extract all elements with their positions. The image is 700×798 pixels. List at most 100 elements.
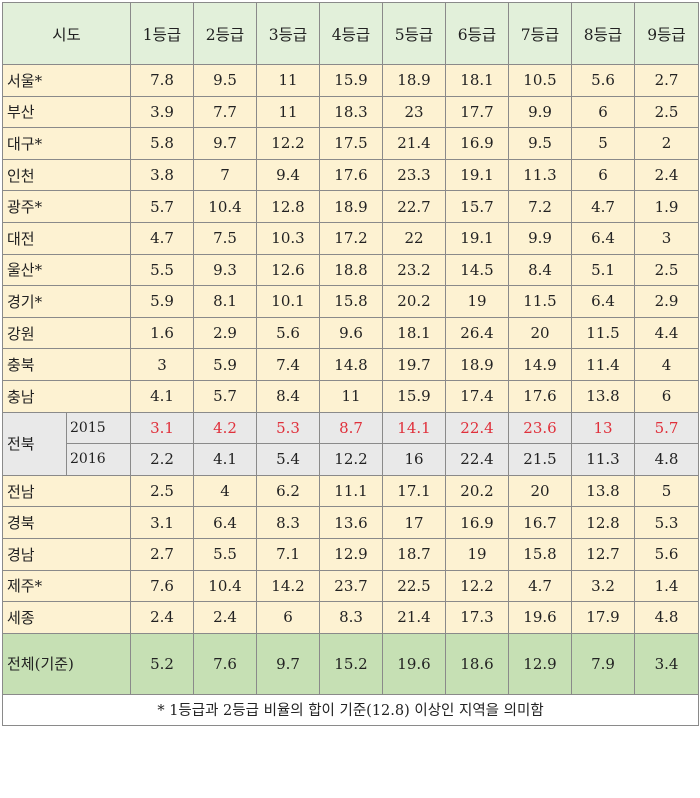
value-cell: 16 [382,443,446,476]
value-cell: 23.6 [508,411,572,445]
value-cell: 18.9 [382,64,446,97]
value-cell: 9.9 [508,221,572,255]
value-cell: 7.2 [508,190,572,223]
region-label: 경기* [2,285,131,318]
value-cell: 5.4 [256,443,320,476]
value-cell: 4.1 [193,443,257,476]
header-row: 시도 1등급 2등급 3등급 4등급 5등급 6등급 7등급 8등급 9등급 [2,2,699,65]
value-cell: 5.8 [130,127,194,160]
value-cell: 19.7 [382,348,446,381]
table-row: 2016 2.2 4.1 5.4 12.2 16 22.4 21.5 11.3 4.8 [3,443,699,476]
value-cell: 18.1 [445,64,509,97]
value-cell: 22 [382,221,446,255]
value-cell: 19 [445,537,509,571]
value-cell: 12.9 [319,537,383,571]
region-label: 경북 [2,506,131,539]
value-cell: 7.6 [130,569,194,603]
region-label: 충남 [2,379,131,413]
grade-distribution-table: 시도 1등급 2등급 3등급 4등급 5등급 6등급 7등급 8등급 9등급 서… [2,2,699,726]
value-cell: 15.9 [319,64,383,97]
value-cell: 5.5 [130,253,194,287]
value-cell: 5.2 [130,632,194,695]
value-cell: 13.8 [571,474,635,508]
region-header: 시도 [2,2,131,65]
value-cell: 14.1 [382,411,446,445]
value-cell: 3.9 [130,95,194,129]
grade-header: 7등급 [508,2,572,65]
value-cell: 26.4 [445,316,509,350]
value-cell: 17.6 [508,379,572,413]
value-cell: 2.4 [634,158,699,192]
region-label: 강원 [2,316,131,350]
region-label: 충북 [2,348,131,381]
value-cell: 5 [634,474,699,508]
table-row: 세종 2.4 2.4 6 8.3 21.4 17.3 19.6 17.9 4.8 [2,601,699,634]
value-cell: 2 [634,127,699,160]
value-cell: 14.5 [445,253,509,287]
region-label: 전북 [2,411,67,476]
grade-header: 3등급 [256,2,320,65]
value-cell: 11.3 [571,443,635,476]
value-cell: 22.7 [382,190,446,223]
value-cell: 3.1 [130,411,194,445]
value-cell: 10.4 [193,569,257,603]
value-cell: 3.2 [571,569,635,603]
value-cell: 5.9 [130,285,194,318]
table-row: 충남 4.1 5.7 8.4 11 15.9 17.4 17.6 13.8 6 [2,379,699,413]
value-cell: 1.9 [634,190,699,223]
value-cell: 4.4 [634,316,699,350]
grade-header: 8등급 [571,2,635,65]
region-label: 대전 [2,221,131,255]
value-cell: 6 [571,95,635,129]
value-cell: 7.4 [256,348,320,381]
table-row: 제주* 7.6 10.4 14.2 23.7 22.5 12.2 4.7 3.2 1.4 [2,569,699,603]
value-cell: 20 [508,474,572,508]
year-label: 2015 [66,411,131,445]
value-cell: 5.3 [256,411,320,445]
value-cell: 17.2 [319,221,383,255]
value-cell: 4.7 [571,190,635,223]
value-cell: 17.9 [571,601,635,634]
table-row: 전남 2.5 4 6.2 11.1 17.1 20.2 20 13.8 5 [2,474,699,508]
value-cell: 2.5 [130,474,194,508]
value-cell: 4.2 [193,411,257,445]
value-cell: 4.8 [634,601,699,634]
footnote-row: * 1등급과 2등급 비율의 합이 기준(12.8) 이상인 지역을 의미함 [2,693,699,726]
value-cell: 5.9 [193,348,257,381]
total-label: 전체(기준) [2,632,131,695]
value-cell: 18.9 [445,348,509,381]
value-cell: 17.3 [445,601,509,634]
value-cell: 19.6 [382,632,446,695]
value-cell: 8.7 [319,411,383,445]
value-cell: 5.6 [256,316,320,350]
value-cell: 18.3 [319,95,383,129]
value-cell: 4.8 [634,443,699,476]
value-cell: 8.1 [193,285,257,318]
value-cell: 1.6 [130,316,194,350]
value-cell: 9.7 [193,127,257,160]
year-label: 2016 [66,443,131,476]
value-cell: 4.7 [508,569,572,603]
value-cell: 19.6 [508,601,572,634]
value-cell: 17.6 [319,158,383,192]
region-label: 대구* [2,127,131,160]
value-cell: 2.4 [193,601,257,634]
grade-header: 9등급 [634,2,699,65]
total-row: 전체(기준) 5.2 7.6 9.7 15.2 19.6 18.6 12.9 7.9 3.4 [2,632,699,695]
table-row: 충북 3 5.9 7.4 14.8 19.7 18.9 14.9 11.4 4 [2,348,699,381]
value-cell: 2.9 [193,316,257,350]
value-cell: 18.1 [382,316,446,350]
value-cell: 21.4 [382,127,446,160]
value-cell: 16.9 [445,506,509,539]
region-label: 서울* [2,64,131,97]
value-cell: 9.3 [193,253,257,287]
value-cell: 11.3 [508,158,572,192]
value-cell: 11.1 [319,474,383,508]
value-cell: 20 [508,316,572,350]
value-cell: 12.6 [256,253,320,287]
value-cell: 14.8 [319,348,383,381]
grade-header: 6등급 [445,2,509,65]
table-row: 경기* 5.9 8.1 10.1 15.8 20.2 19 11.5 6.4 2.9 [2,285,699,318]
value-cell: 5.7 [193,379,257,413]
value-cell: 18.8 [319,253,383,287]
